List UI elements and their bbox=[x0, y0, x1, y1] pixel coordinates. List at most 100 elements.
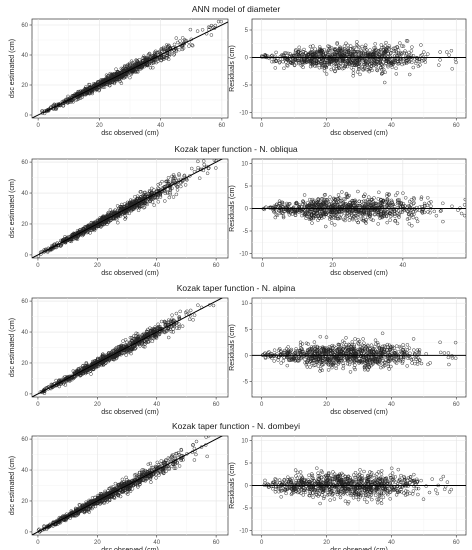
data-point bbox=[322, 193, 327, 197]
data-point bbox=[357, 199, 361, 204]
data-point bbox=[346, 47, 350, 51]
data-point bbox=[413, 209, 418, 213]
data-point bbox=[389, 50, 393, 55]
data-point bbox=[351, 214, 356, 219]
data-point bbox=[432, 209, 437, 214]
data-point bbox=[201, 159, 206, 163]
data-point bbox=[141, 344, 146, 349]
data-point bbox=[384, 40, 388, 45]
data-point bbox=[381, 199, 385, 203]
data-point bbox=[364, 221, 368, 225]
data-point bbox=[346, 203, 350, 207]
data-point bbox=[196, 165, 200, 170]
data-point bbox=[405, 39, 410, 43]
data-point bbox=[363, 43, 368, 47]
data-point bbox=[445, 50, 449, 54]
data-point bbox=[361, 68, 366, 72]
data-point bbox=[293, 51, 298, 55]
data-point bbox=[335, 41, 339, 45]
data-point bbox=[367, 69, 371, 74]
data-point bbox=[261, 54, 265, 59]
x-tick-label: 20 bbox=[94, 263, 101, 269]
data-point bbox=[422, 201, 427, 206]
data-point bbox=[308, 61, 313, 65]
data-point bbox=[287, 202, 291, 206]
data-point bbox=[312, 51, 316, 55]
data-point bbox=[117, 352, 121, 356]
data-point bbox=[370, 64, 374, 68]
data-point bbox=[359, 52, 363, 56]
data-point bbox=[363, 207, 368, 211]
data-point bbox=[164, 179, 168, 184]
data-point bbox=[323, 224, 328, 229]
data-point bbox=[391, 46, 396, 51]
data-point bbox=[189, 166, 194, 171]
data-point bbox=[178, 309, 182, 314]
data-point bbox=[148, 199, 152, 204]
point-cloud bbox=[38, 303, 216, 395]
data-point bbox=[356, 209, 361, 214]
data-point bbox=[263, 53, 267, 57]
data-point bbox=[84, 85, 88, 89]
data-point bbox=[188, 174, 192, 178]
data-point bbox=[146, 327, 150, 332]
data-point bbox=[297, 58, 302, 63]
data-point bbox=[166, 335, 171, 340]
x-tick-label: 60 bbox=[453, 123, 460, 129]
data-point bbox=[348, 51, 353, 56]
data-point bbox=[185, 178, 189, 182]
data-point bbox=[378, 201, 382, 205]
data-point bbox=[171, 195, 176, 199]
data-point bbox=[272, 209, 277, 213]
data-point bbox=[299, 53, 304, 58]
data-point bbox=[128, 335, 133, 340]
data-point bbox=[360, 64, 365, 69]
data-point bbox=[363, 59, 368, 64]
data-point bbox=[277, 201, 282, 206]
data-point bbox=[175, 326, 179, 330]
data-point bbox=[408, 211, 412, 215]
data-point bbox=[338, 45, 342, 49]
x-tick-label: 0 bbox=[261, 263, 265, 269]
data-point bbox=[133, 334, 138, 338]
data-point bbox=[156, 182, 160, 187]
data-point bbox=[397, 198, 401, 202]
data-point bbox=[165, 191, 170, 195]
data-point bbox=[307, 202, 312, 207]
data-point bbox=[364, 48, 369, 52]
data-point bbox=[396, 208, 401, 213]
data-point bbox=[109, 75, 114, 79]
data-point bbox=[332, 47, 337, 51]
x-tick-label: 40 bbox=[400, 263, 407, 269]
data-point bbox=[262, 207, 266, 212]
data-point bbox=[177, 322, 181, 326]
data-point bbox=[306, 52, 311, 56]
data-point bbox=[366, 200, 371, 204]
data-point bbox=[134, 198, 138, 202]
data-point bbox=[393, 219, 397, 223]
data-point bbox=[422, 58, 426, 62]
data-point bbox=[78, 373, 82, 378]
data-point bbox=[213, 23, 218, 28]
data-point bbox=[355, 49, 360, 54]
data-point bbox=[207, 166, 211, 170]
data-point bbox=[385, 220, 389, 225]
data-point bbox=[191, 318, 195, 322]
data-point bbox=[139, 335, 144, 340]
data-point bbox=[410, 223, 414, 228]
data-point bbox=[324, 72, 329, 76]
data-point bbox=[392, 209, 397, 214]
data-point bbox=[151, 65, 155, 70]
data-point bbox=[385, 199, 390, 203]
data-point bbox=[174, 36, 179, 40]
data-point bbox=[393, 58, 397, 63]
data-point bbox=[197, 176, 202, 180]
data-point bbox=[135, 58, 139, 63]
data-point bbox=[411, 210, 416, 214]
data-point bbox=[333, 216, 338, 221]
data-point bbox=[308, 64, 313, 69]
data-point bbox=[371, 218, 375, 223]
data-point bbox=[281, 215, 286, 220]
data-point bbox=[300, 60, 304, 64]
data-point bbox=[315, 50, 320, 55]
